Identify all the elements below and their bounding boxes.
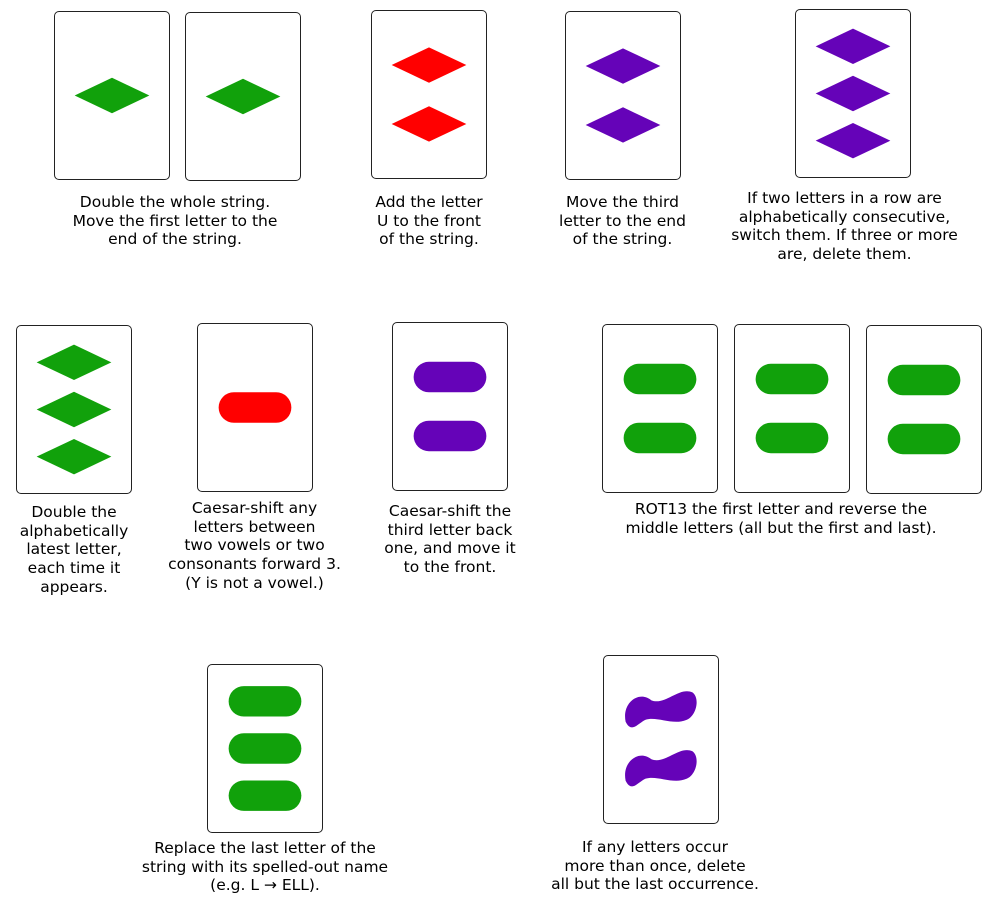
oval-symbol bbox=[413, 420, 487, 452]
card-symbols bbox=[218, 392, 292, 423]
card bbox=[16, 325, 132, 494]
card-symbols bbox=[36, 344, 112, 475]
card bbox=[197, 323, 313, 492]
card-symbols bbox=[623, 363, 697, 454]
diamond-symbol bbox=[585, 107, 661, 143]
oval-symbol bbox=[755, 422, 829, 454]
diamond-symbol bbox=[815, 75, 891, 112]
squiggle-symbol bbox=[625, 750, 697, 787]
diamond-symbol bbox=[36, 344, 112, 381]
diamond-symbol bbox=[205, 78, 281, 115]
card bbox=[603, 655, 719, 824]
card-symbols bbox=[755, 363, 829, 454]
card-symbols bbox=[815, 28, 891, 159]
card-symbols bbox=[625, 691, 697, 787]
rule-caption: Replace the last letter of the string wi… bbox=[141, 839, 389, 895]
oval-symbol bbox=[887, 423, 961, 455]
card-symbols bbox=[74, 77, 150, 114]
rule-caption: If two letters in a row are alphabetical… bbox=[731, 189, 958, 264]
oval-symbol bbox=[218, 392, 292, 423]
card bbox=[795, 9, 911, 178]
rule-caption: Add the letter U to the front of the str… bbox=[375, 193, 483, 249]
card-symbols bbox=[205, 78, 281, 115]
oval-symbol bbox=[413, 361, 487, 393]
card-symbols bbox=[887, 364, 961, 455]
rule-caption: Double the alphabetically latest letter,… bbox=[19, 503, 129, 596]
rule-caption: If any letters occur more than once, del… bbox=[551, 838, 759, 894]
card bbox=[392, 322, 508, 491]
squiggle-symbol bbox=[625, 691, 697, 728]
diamond-symbol bbox=[391, 47, 467, 83]
card bbox=[207, 664, 323, 833]
diamond-symbol bbox=[585, 48, 661, 84]
diamond-symbol bbox=[36, 391, 112, 428]
card-symbols bbox=[585, 48, 661, 143]
card bbox=[185, 12, 301, 181]
oval-symbol bbox=[228, 733, 302, 764]
rule-caption: ROT13 the first letter and reverse the m… bbox=[625, 500, 937, 537]
oval-symbol bbox=[228, 686, 302, 717]
rule-caption: Double the whole string. Move the first … bbox=[72, 193, 278, 249]
diamond-symbol bbox=[36, 438, 112, 475]
rule-caption: Caesar-shift the third letter back one, … bbox=[384, 502, 516, 577]
card-symbols bbox=[228, 686, 302, 811]
diamond-symbol bbox=[74, 77, 150, 114]
card bbox=[565, 11, 681, 180]
card bbox=[866, 325, 982, 494]
diamond-symbol bbox=[391, 106, 467, 142]
oval-symbol bbox=[623, 363, 697, 395]
card-symbols bbox=[413, 361, 487, 452]
oval-symbol bbox=[623, 422, 697, 454]
oval-symbol bbox=[887, 364, 961, 396]
diamond-symbol bbox=[815, 122, 891, 159]
card bbox=[371, 10, 487, 179]
card bbox=[734, 324, 850, 493]
rule-caption: Move the third letter to the end of the … bbox=[559, 193, 686, 249]
card bbox=[602, 324, 718, 493]
rule-caption: Caesar-shift any letters between two vow… bbox=[168, 499, 341, 592]
card-symbols bbox=[391, 47, 467, 142]
oval-symbol bbox=[755, 363, 829, 395]
card bbox=[54, 11, 170, 180]
diamond-symbol bbox=[815, 28, 891, 65]
oval-symbol bbox=[228, 780, 302, 811]
